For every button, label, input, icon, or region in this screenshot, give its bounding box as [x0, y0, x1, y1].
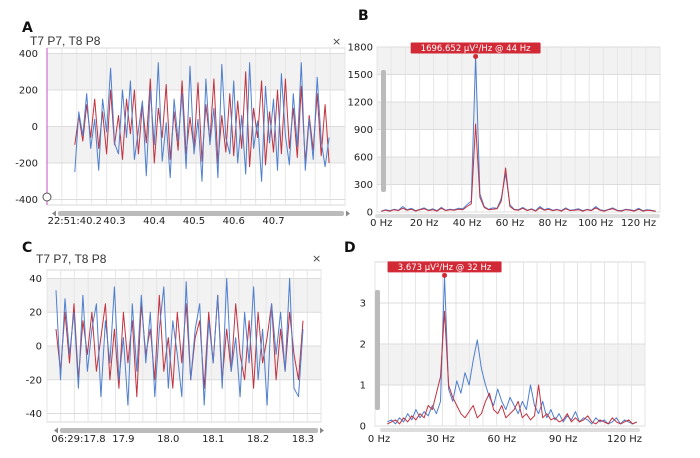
x-tick-label: 40.5 — [183, 216, 205, 227]
close-icon[interactable]: × — [312, 252, 322, 265]
series-line-second — [381, 123, 656, 212]
y-tick-label: -200 — [15, 159, 38, 170]
y-tick-label: 1 — [360, 381, 366, 392]
y-tick-label: 0 — [367, 208, 373, 219]
y-tick-label: 300 — [354, 180, 373, 191]
y-tick-label: 1200 — [348, 98, 373, 109]
panel-label-b: B — [358, 8, 369, 24]
x-tick-label: 18.1 — [202, 434, 224, 445]
y-tick-label: 600 — [354, 153, 373, 164]
y-tick-label: 0 — [36, 342, 42, 353]
close-icon[interactable]: × — [332, 35, 342, 48]
x-tick-label: 120 Hz — [607, 434, 642, 445]
horizontal-scrollbar — [58, 211, 344, 216]
series-line-first — [387, 275, 638, 425]
horizontal-scrollbar — [380, 428, 640, 432]
x-tick-label: 40.7 — [262, 216, 284, 227]
x-tick-label: 18.3 — [292, 434, 314, 445]
scroll-right-icon — [320, 427, 324, 434]
y-tick-label: 400 — [19, 49, 38, 60]
y-tick-label: 200 — [19, 85, 38, 96]
x-tick-label: 0 Hz — [370, 218, 392, 229]
y-tick-label: 3 — [360, 299, 366, 310]
x-tick-label: 22:51:40.2 — [48, 216, 102, 227]
series-line-first — [55, 294, 304, 398]
x-tick-label: 18.0 — [157, 434, 179, 445]
x-tick-label: 18.2 — [247, 434, 269, 445]
x-tick-label: 0 Hz — [368, 434, 390, 445]
y-tick-label: 1800 — [348, 43, 373, 54]
y-tick-label: 40 — [29, 274, 42, 285]
panel-title-a: T7 P7, T8 P8 — [30, 34, 101, 48]
x-tick-label: 80 Hz — [538, 218, 567, 229]
y-tick-label: -400 — [15, 195, 38, 206]
horizontal-scrollbar — [375, 214, 660, 218]
peak-label: 1696.652 µV²/Hz @ 44 Hz — [421, 44, 531, 54]
x-tick-label: 40.6 — [223, 216, 245, 227]
series-line-second — [55, 277, 304, 406]
peak-marker — [473, 53, 479, 59]
x-tick-label: 40.4 — [143, 216, 165, 227]
x-tick-label: 90 Hz — [549, 434, 578, 445]
panel-label-a: A — [22, 20, 33, 36]
y-tick-label: -20 — [26, 375, 42, 386]
x-tick-label: 20 Hz — [410, 218, 439, 229]
scroll-left-icon — [54, 427, 58, 434]
vertical-scrollbar — [381, 70, 386, 192]
x-tick-label: 40 Hz — [453, 218, 482, 229]
y-tick-label: -40 — [26, 409, 42, 420]
x-tick-label: 17.9 — [112, 434, 134, 445]
y-tick-label: 0 — [32, 122, 38, 133]
peak-label-box — [410, 42, 541, 54]
x-tick-label: 60 Hz — [487, 434, 516, 445]
cursor-handle-icon — [42, 192, 52, 202]
peak-marker — [442, 272, 448, 278]
scroll-left-icon — [52, 210, 56, 217]
y-tick-label: 900 — [354, 125, 373, 136]
panel-title-c: T7 P7, T8 P8 — [36, 252, 107, 266]
y-tick-label: 1500 — [348, 70, 373, 81]
x-tick-label: 40.3 — [103, 216, 125, 227]
vertical-scrollbar — [375, 290, 380, 410]
y-tick-label: 2 — [360, 340, 366, 351]
x-tick-label: 60 Hz — [496, 218, 525, 229]
series-line-first — [74, 71, 330, 168]
x-tick-label: 06:29:17.8 — [51, 434, 105, 445]
y-tick-label: 20 — [29, 308, 42, 319]
y-tick-label: 0 — [360, 422, 366, 433]
x-tick-label: 100 Hz — [578, 218, 613, 229]
panel-label-c: C — [22, 240, 33, 256]
series-line-second — [387, 310, 638, 425]
x-tick-label: 120 Hz — [621, 218, 656, 229]
peak-label-box — [387, 261, 502, 273]
scroll-right-icon — [346, 210, 350, 217]
series-line-second — [74, 62, 330, 182]
panel-label-d: D — [344, 240, 356, 256]
peak-label: 3.673 µV²/Hz @ 32 Hz — [398, 263, 492, 273]
x-tick-label: 30 Hz — [426, 434, 455, 445]
horizontal-scrollbar — [60, 428, 318, 433]
